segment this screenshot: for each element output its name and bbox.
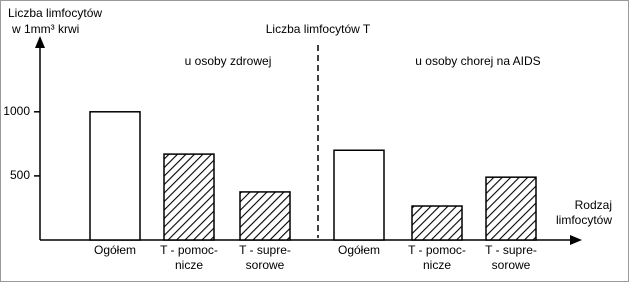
y-tick-label: 1000 xyxy=(3,104,30,118)
x-tick-label: nicze xyxy=(175,258,203,272)
bar xyxy=(239,191,291,241)
x-label: Rodzaj xyxy=(575,198,612,212)
y-arrow xyxy=(35,36,45,48)
bar xyxy=(411,205,463,241)
x-tick-label: T - supre- xyxy=(239,243,291,257)
chart-title: Liczba limfocytów T xyxy=(266,22,371,36)
x-arrow xyxy=(570,235,582,245)
group-label: u osoby zdrowej xyxy=(185,54,272,68)
bar xyxy=(89,111,141,241)
x-tick-label: Ogółem xyxy=(94,243,136,257)
x-label: limfocytów xyxy=(556,213,612,227)
x-tick-label: nicze xyxy=(423,258,451,272)
y-label: w 1mm³ krwi xyxy=(11,22,79,36)
x-tick-label: T - pomoc- xyxy=(408,243,466,257)
bar xyxy=(163,153,215,241)
y-label: Liczba limfocytów xyxy=(8,6,102,20)
x-tick-label: sorowe xyxy=(492,258,531,272)
x-tick-label: T - pomoc- xyxy=(160,243,218,257)
group-label: u osoby chorej na AIDS xyxy=(415,54,540,68)
x-tick-label: T - supre- xyxy=(485,243,537,257)
bar xyxy=(485,176,537,241)
x-tick-label: Ogółem xyxy=(338,243,380,257)
bar xyxy=(333,149,385,241)
y-tick-label: 500 xyxy=(10,168,30,182)
x-tick-label: sorowe xyxy=(246,258,285,272)
